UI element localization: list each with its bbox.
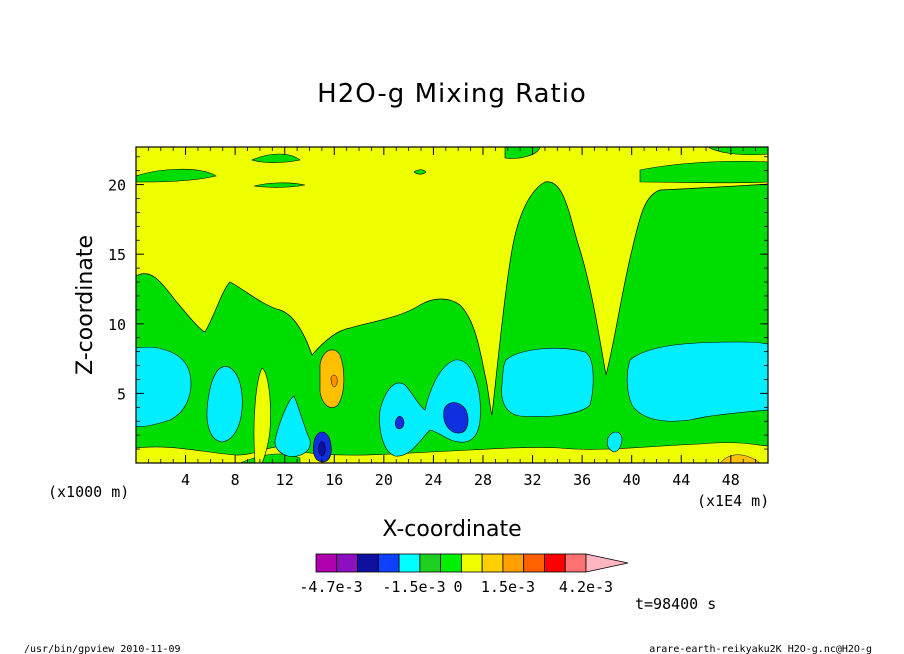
colorbar-swatch [502, 553, 525, 573]
colorbar-swatch [460, 553, 483, 573]
colorbar-swatch [336, 553, 358, 573]
x-axis: 4 8 12 16 20 24 28 32 36 40 44 48 [147, 147, 757, 489]
y-unit-label: (x1000 m) [48, 483, 129, 501]
contour-field [136, 147, 768, 463]
contour-green-upper [253, 182, 306, 188]
contour-darkblue [318, 441, 326, 457]
plot-frame [135, 146, 769, 464]
colorbar-swatch [440, 553, 462, 573]
contour-green-upper [413, 169, 427, 175]
x-tick-label: 24 [424, 471, 442, 489]
contour-cyan [501, 348, 594, 417]
colorbar-swatch [315, 553, 338, 573]
colorbar-arrow [585, 553, 629, 573]
contour-yellow-intrusion [253, 367, 271, 463]
contour-orange-core [330, 374, 338, 388]
contour-cyan [136, 346, 192, 427]
colorbar-label: 1.5e-3 [481, 578, 535, 596]
time-label: t=98400 s [635, 595, 716, 613]
contour-blue [443, 402, 469, 434]
colorbar-label: -1.5e-3 [382, 578, 445, 596]
contour-cyan [206, 366, 243, 443]
y-axis-label: Z-coordinate [73, 235, 98, 375]
footer-left: /usr/bin/gpview 2010-11-09 [24, 644, 181, 654]
y-tick-label: 5 [117, 385, 126, 403]
colorbar-swatch [357, 553, 379, 573]
contour-cyan [626, 341, 768, 422]
x-axis-label: X-coordinate [382, 517, 521, 542]
x-tick-label: 4 [181, 471, 190, 489]
x-tick-label: 12 [276, 471, 294, 489]
y-tick-label: 15 [108, 246, 126, 264]
contour-cyan [606, 431, 623, 453]
contour-cyan [274, 395, 311, 457]
contour-green-upper [639, 160, 768, 184]
colorbar-labels: -4.7e-3 -1.5e-3 0 1.5e-3 4.2e-3 [299, 578, 613, 596]
x-tick-label: 40 [623, 471, 641, 489]
contour-green-lower [136, 181, 768, 463]
colorbar-swatch [564, 553, 587, 573]
colorbar-swatch [481, 553, 504, 573]
contour-green-upper [251, 153, 301, 163]
contour-blue [395, 416, 405, 430]
x-tick-label: 48 [722, 471, 740, 489]
x-tick-label: 32 [524, 471, 542, 489]
footer-right: arare-earth-reikyaku2K_H2O-g.nc@H2O-g [649, 644, 872, 654]
x-tick-label: 8 [231, 471, 240, 489]
y-tick-label: 10 [108, 316, 126, 334]
colorbar-swatch [523, 553, 545, 573]
x-tick-label: 16 [325, 471, 343, 489]
colorbar [315, 553, 629, 573]
contour-green-upper [707, 147, 768, 156]
x-tick-label: 36 [573, 471, 591, 489]
colorbar-swatch [419, 553, 442, 573]
x-tick-label: 28 [474, 471, 492, 489]
x-tick-label: 20 [375, 471, 393, 489]
colorbar-swatch [398, 553, 421, 573]
x-tick-label: 44 [672, 471, 690, 489]
chart-title: H2O-g Mixing Ratio [317, 79, 587, 109]
colorbar-label: -4.7e-3 [299, 578, 362, 596]
y-axis: 5 10 15 20 [108, 156, 768, 450]
colorbar-label: 4.2e-3 [559, 578, 613, 596]
y-tick-label: 20 [108, 177, 126, 195]
x-unit-label: (x1E4 m) [697, 492, 769, 510]
colorbar-label: 0 [453, 578, 462, 596]
colorbar-swatch [377, 553, 400, 573]
colorbar-swatch [544, 553, 566, 573]
contour-green-upper [136, 168, 217, 183]
